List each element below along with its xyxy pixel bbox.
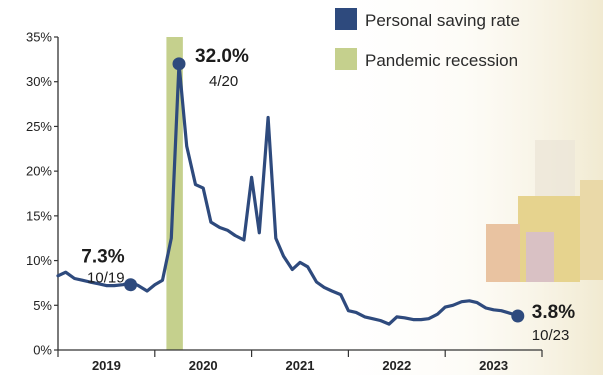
x-axis: 2019 2020 2021 2022 2023 xyxy=(57,349,543,373)
y-tick-label: 20% xyxy=(26,164,52,179)
x-tick-label: 2021 xyxy=(286,358,315,373)
annotation-marker xyxy=(511,309,525,323)
legend-label-recession: Pandemic recession xyxy=(365,51,518,70)
legend-label-saving-rate: Personal saving rate xyxy=(365,11,520,30)
annotation-value-label: 3.8% xyxy=(532,302,575,323)
x-tick-label: 2019 xyxy=(92,358,121,373)
annotation-date-label: 4/20 xyxy=(209,73,238,90)
legend-swatch-recession xyxy=(335,48,357,70)
y-tick-label: 15% xyxy=(26,208,52,223)
legend: Personal saving rate Pandemic recession xyxy=(335,8,520,70)
y-tick-label: 25% xyxy=(26,119,52,134)
annotation-date-label: 10/19 xyxy=(87,270,125,287)
y-tick-label: 10% xyxy=(26,253,52,268)
annotation-marker xyxy=(172,57,186,71)
x-tick-label: 2020 xyxy=(189,358,218,373)
x-tick-label: 2023 xyxy=(479,358,508,373)
legend-swatch-saving-rate xyxy=(335,8,357,30)
y-tick-label: 35% xyxy=(26,30,52,45)
y-axis: 0% 5% 10% 15% 20% 25% 30% 35% xyxy=(26,30,59,358)
y-tick-label: 30% xyxy=(26,74,52,89)
annotation-value-label: 32.0% xyxy=(195,46,249,67)
x-tick-label: 2022 xyxy=(382,358,411,373)
y-tick-label: 0% xyxy=(33,343,52,358)
annotation-date-label: 10/23 xyxy=(532,327,570,344)
annotation-layer: 7.3% 10/19 32.0% 4/20 3.8% 10/23 xyxy=(81,46,575,344)
y-tick-label: 5% xyxy=(33,298,52,313)
annotation-value-label: 7.3% xyxy=(81,247,124,268)
annotation-marker xyxy=(124,278,138,292)
